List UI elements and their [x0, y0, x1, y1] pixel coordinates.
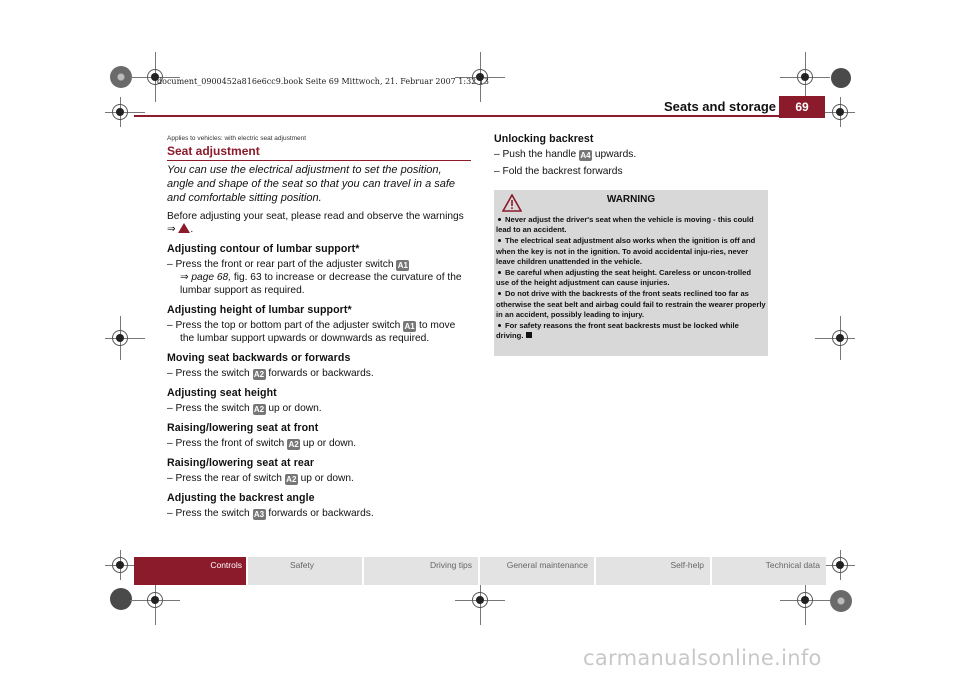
warning-box: WARNING Never adjust the driver's seat w… [494, 190, 768, 356]
ref-arrow: ⇒ [167, 224, 176, 235]
step-pre: – Press the front of switch [167, 438, 285, 449]
tab-technical-data[interactable]: Technical data [710, 557, 826, 585]
watermark: carmanualsonline.info [583, 646, 822, 670]
left-column: Applies to vehicles: with electric seat … [167, 134, 471, 520]
step-post: up or down. [300, 473, 354, 484]
step-pre: – Push the handle [494, 149, 577, 160]
before-adjusting-text: Before adjusting your seat, please read … [167, 210, 471, 236]
tab-controls[interactable]: Controls [134, 557, 246, 585]
warning-item-text: The electrical seat adjustment also work… [496, 236, 756, 266]
section-heading: Adjusting seat height [167, 387, 277, 399]
tab-driving-tips[interactable]: Driving tips [362, 557, 478, 585]
warning-list: Never adjust the driver's seat when the … [496, 215, 766, 342]
warning-item: The electrical seat adjustment also work… [496, 236, 766, 267]
before-end: . [190, 224, 194, 235]
bullet-icon [498, 239, 501, 243]
section-heading: Adjusting contour of lumbar support* [167, 243, 360, 255]
registration-star-icon [830, 590, 852, 612]
end-of-section-icon [526, 332, 533, 339]
bullet-icon [498, 324, 501, 328]
page-title: Seat adjustment [167, 144, 471, 161]
step-text: – Press the top or bottom part of the ad… [167, 319, 471, 345]
page-number: 69 [779, 96, 825, 118]
step-text: – Press the front of switch A2 up or dow… [167, 437, 471, 450]
warning-item: Do not drive with the backrests of the f… [496, 289, 766, 320]
callout-badge: A3 [252, 509, 266, 520]
section-heading: Unlocking backrest [494, 133, 594, 145]
warning-item: Be careful when adjusting the seat heigh… [496, 268, 766, 288]
callout-badge: A2 [287, 439, 301, 450]
print-info: document_0900452a816e6cc9.book Seite 69 … [157, 77, 489, 86]
ref-arrow: ⇒ [180, 272, 189, 283]
registration-dot-icon [110, 588, 132, 610]
warning-triangle-icon [178, 223, 191, 233]
step-text: – Press the front or rear part of the ad… [167, 258, 471, 297]
callout-badge: A2 [284, 474, 298, 485]
tab-general-maintenance[interactable]: General maintenance [478, 557, 594, 585]
callout-badge: A4 [578, 150, 592, 161]
step-text: – Press the switch A2 forwards or backwa… [167, 367, 471, 380]
warning-item-text: Never adjust the driver's seat when the … [496, 215, 754, 235]
warning-item: Never adjust the driver's seat when the … [496, 215, 766, 235]
section-heading: Adjusting the backrest angle [167, 492, 315, 504]
callout-badge: A2 [252, 369, 266, 380]
section-heading: Moving seat backwards or forwards [167, 352, 351, 364]
bullet-icon [498, 271, 501, 275]
callout-badge: A2 [252, 404, 266, 415]
section-heading: Raising/lowering seat at front [167, 422, 319, 434]
bullet-icon [498, 218, 501, 221]
footer-tab-bar: Controls Safety Driving tips General mai… [134, 557, 826, 585]
step-text: – Press the rear of switch A2 up or down… [167, 472, 471, 485]
step-post: up or down. [302, 438, 357, 449]
step-post: to move the lumbar support upwards or do… [180, 320, 456, 344]
bullet-icon [498, 292, 501, 296]
section-heading: Adjusting height of lumbar support* [167, 304, 352, 316]
callout-badge: A1 [403, 321, 417, 332]
step-post: forwards or backwards. [268, 508, 374, 519]
tab-self-help[interactable]: Self-help [594, 557, 710, 585]
tab-safety[interactable]: Safety [246, 557, 362, 585]
warning-item: For safety reasons the front seat backre… [496, 321, 766, 341]
step-post: fig. 63 to increase or decrease the curv… [180, 272, 462, 296]
warning-item-text: For safety reasons the front seat backre… [496, 321, 739, 341]
step-pre: – Press the front or rear part of the ad… [167, 259, 394, 270]
registration-dot-icon [831, 68, 851, 88]
section-heading: Raising/lowering seat at rear [167, 457, 315, 469]
step-pre: – Press the top or bottom part of the ad… [167, 320, 401, 331]
section-title: Seats and storage [664, 99, 776, 114]
step-pre: – Press the rear of switch [167, 473, 282, 484]
header-divider [134, 115, 817, 117]
step-text: – Press the switch A3 forwards or backwa… [167, 507, 471, 520]
registration-star-icon [110, 66, 132, 88]
callout-badge: A1 [396, 260, 410, 271]
step-pre: – Press the switch [167, 368, 250, 379]
step-post: upwards. [594, 149, 637, 160]
warning-triangle-icon [502, 194, 522, 212]
page-reference-link[interactable]: page 68, [191, 272, 232, 283]
step-text: – Press the switch A2 up or down. [167, 402, 471, 415]
step-pre: – Press the switch [167, 508, 250, 519]
step-post: forwards or backwards. [268, 368, 374, 379]
step-pre: – Press the switch [167, 403, 250, 414]
intro-text: You can use the electrical adjustment to… [167, 164, 456, 204]
step-post: up or down. [268, 403, 322, 414]
warning-title: WARNING [606, 194, 656, 205]
before-text: Before adjusting your seat, please read … [167, 211, 464, 222]
step-text: – Push the handle A4 upwards. [494, 148, 768, 161]
step-text: – Fold the backrest forwards [494, 166, 623, 177]
applies-to-note: Applies to vehicles: with electric seat … [167, 135, 307, 142]
warning-item-text: Be careful when adjusting the seat heigh… [496, 268, 751, 288]
warning-item-text: Do not drive with the backrests of the f… [496, 289, 766, 319]
right-column: Unlocking backrest – Push the handle A4 … [494, 133, 768, 178]
